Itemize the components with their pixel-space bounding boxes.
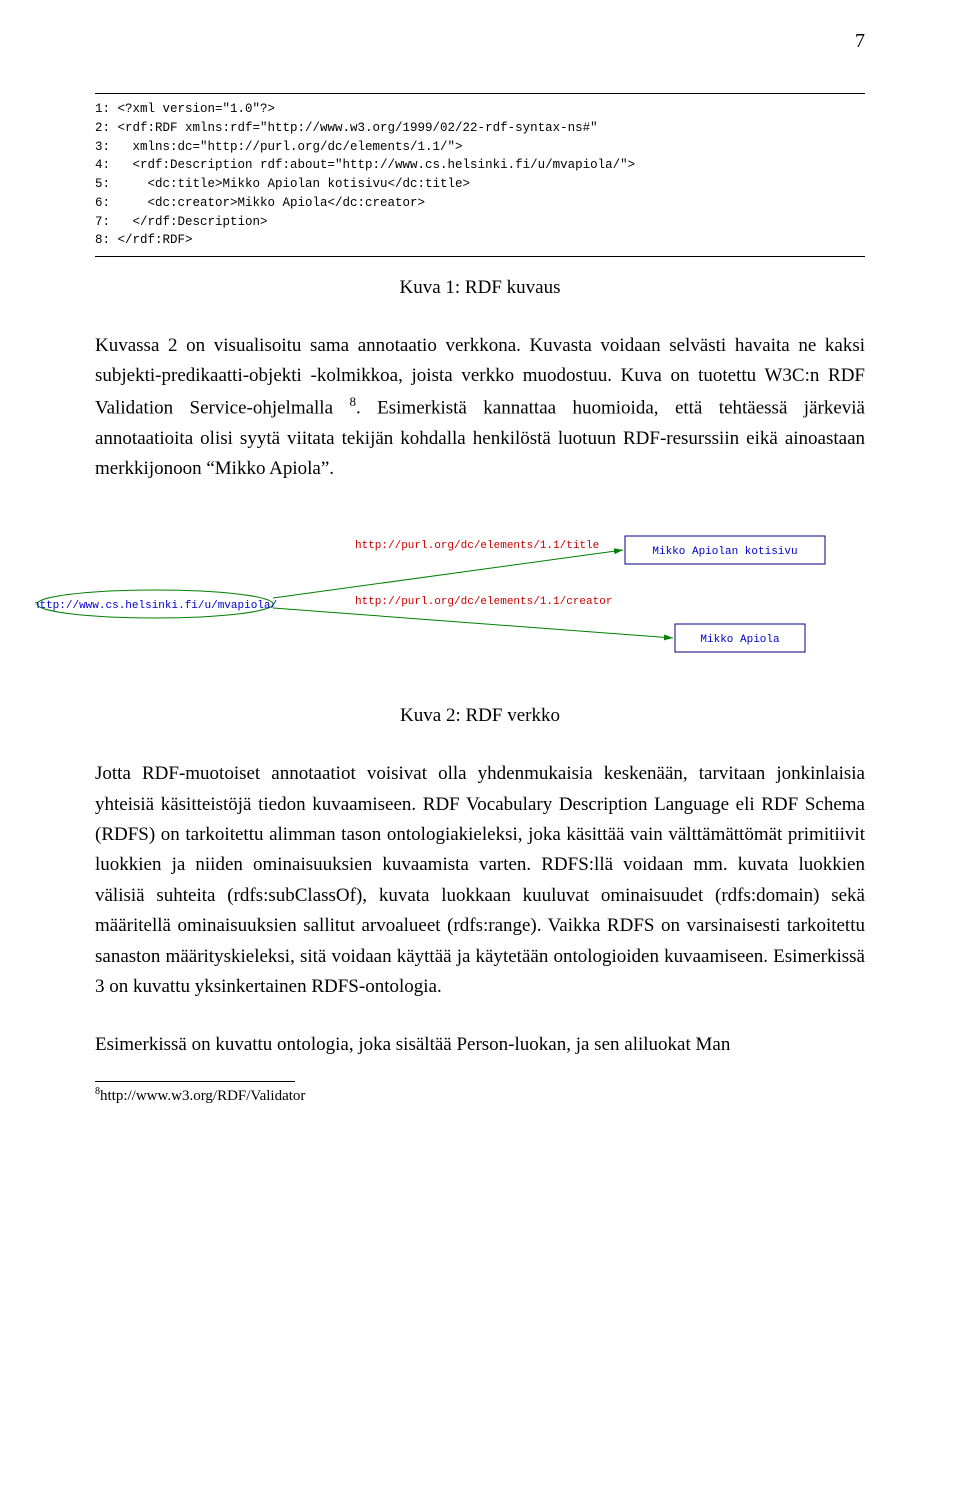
code-line: 6: <dc:creator>Mikko Apiola</dc:creator> xyxy=(95,194,865,213)
code-line: 7: </rdf:Description> xyxy=(95,213,865,232)
paragraph-1: Kuvassa 2 on visualisoitu sama annotaati… xyxy=(95,331,865,484)
paragraph-3: Esimerkissä on kuvattu ontologia, joka s… xyxy=(95,1030,865,1060)
page-number: 7 xyxy=(95,30,865,53)
code-line: 2: <rdf:RDF xmlns:rdf="http://www.w3.org… xyxy=(95,119,865,138)
code-line: 8: </rdf:RDF> xyxy=(95,231,865,250)
footnote-separator xyxy=(95,1081,295,1082)
code-line: 3: xmlns:dc="http://purl.org/dc/elements… xyxy=(95,138,865,157)
figure-2-caption: Kuva 2: RDF verkko xyxy=(95,705,865,727)
code-line: 4: <rdf:Description rdf:about="http://ww… xyxy=(95,156,865,175)
svg-text:Mikko Apiolan kotisivu: Mikko Apiolan kotisivu xyxy=(652,546,797,558)
svg-text:Mikko Apiola: Mikko Apiola xyxy=(700,634,780,646)
footnote-text: http://www.w3.org/RDF/Validator xyxy=(100,1088,305,1104)
svg-text:http://www.cs.helsinki.fi/u/mv: http://www.cs.helsinki.fi/u/mvapiola/ xyxy=(35,600,277,612)
code-listing: 1: <?xml version="1.0"?>2: <rdf:RDF xmln… xyxy=(95,93,865,257)
figure-1-caption: Kuva 1: RDF kuvaus xyxy=(95,277,865,299)
rdf-graph-figure: http://www.cs.helsinki.fi/u/mvapiola/htt… xyxy=(35,512,865,687)
svg-text:http://purl.org/dc/elements/1.: http://purl.org/dc/elements/1.1/creator xyxy=(355,596,612,608)
paragraph-2: Jotta RDF-muotoiset annotaatiot voisivat… xyxy=(95,759,865,1002)
code-line: 1: <?xml version="1.0"?> xyxy=(95,100,865,119)
footnote-8: 8http://www.w3.org/RDF/Validator xyxy=(95,1086,865,1105)
svg-text:http://purl.org/dc/elements/1.: http://purl.org/dc/elements/1.1/title xyxy=(355,540,599,552)
code-line: 5: <dc:title>Mikko Apiolan kotisivu</dc:… xyxy=(95,175,865,194)
